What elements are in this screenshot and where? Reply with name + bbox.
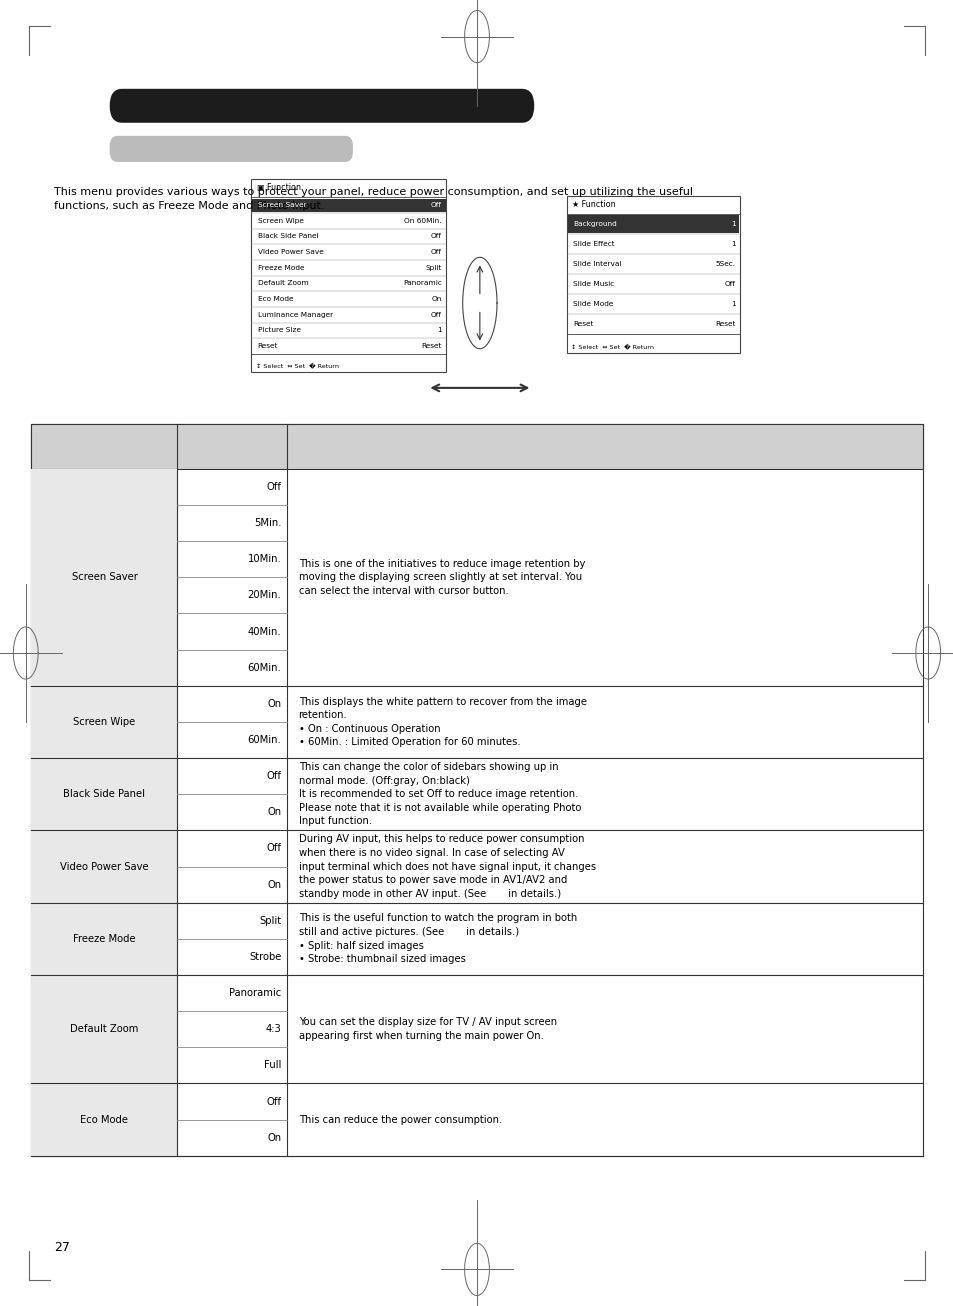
Text: Default Zoom: Default Zoom (257, 281, 308, 286)
Text: On 60Min.: On 60Min. (404, 218, 441, 223)
Bar (31, 757, 177, 831)
Text: Video Power Save: Video Power Save (257, 249, 323, 255)
Text: 1: 1 (730, 302, 735, 307)
Text: Luminance Manager: Luminance Manager (257, 312, 333, 317)
Text: Default Zoom: Default Zoom (71, 1024, 138, 1034)
Bar (31, 686, 177, 757)
Text: Video Power Save: Video Power Save (60, 862, 149, 871)
Text: This is the useful function to watch the program in both
still and active pictur: This is the useful function to watch the… (298, 913, 577, 964)
Text: Panoramic: Panoramic (229, 989, 281, 998)
Text: Screen Wipe: Screen Wipe (257, 218, 303, 223)
Text: Reset: Reset (257, 343, 277, 349)
Bar (31, 976, 177, 1084)
FancyBboxPatch shape (110, 136, 353, 162)
Text: You can set the display size for TV / AV input screen
appearing first when turni: You can set the display size for TV / AV… (298, 1017, 557, 1041)
Text: Off: Off (266, 482, 281, 492)
Bar (566, 196, 740, 353)
Bar (31, 831, 177, 902)
Text: On: On (267, 880, 281, 889)
Text: During AV input, this helps to reduce power consumption
when there is no video s: During AV input, this helps to reduce po… (298, 835, 595, 899)
Text: Background: Background (573, 221, 617, 227)
Bar (567, 215, 739, 232)
Text: On: On (431, 296, 441, 302)
FancyBboxPatch shape (110, 89, 534, 123)
Text: Screen Saver: Screen Saver (257, 202, 306, 208)
Text: Off: Off (266, 844, 281, 854)
Text: This can change the color of sidebars showing up in
normal mode. (Off:gray, On:b: This can change the color of sidebars sh… (298, 763, 580, 827)
Text: Reset: Reset (715, 321, 735, 328)
Text: Slide Interval: Slide Interval (573, 261, 621, 268)
Text: 1: 1 (436, 328, 441, 333)
Text: ↕ Select  ⇔ Set  � Return: ↕ Select ⇔ Set � Return (255, 363, 338, 370)
Bar (31, 469, 177, 686)
Text: 60Min.: 60Min. (248, 662, 281, 673)
Text: 5Min.: 5Min. (253, 518, 281, 528)
Text: Split: Split (259, 916, 281, 926)
Text: 20Min.: 20Min. (248, 590, 281, 601)
Text: This menu provides various ways to protect your panel, reduce power consumption,: This menu provides various ways to prote… (54, 187, 693, 212)
Text: 1: 1 (730, 242, 735, 247)
Text: Strobe: Strobe (249, 952, 281, 963)
Text: Off: Off (430, 234, 441, 239)
Text: 40Min.: 40Min. (248, 627, 281, 636)
Text: This can reduce the power consumption.: This can reduce the power consumption. (298, 1114, 501, 1124)
Bar (252, 199, 445, 212)
Text: Eco Mode: Eco Mode (80, 1114, 129, 1124)
Text: 60Min.: 60Min. (248, 735, 281, 744)
Text: 1: 1 (730, 221, 735, 227)
Text: This displays the white pattern to recover from the image
retention.
• On : Cont: This displays the white pattern to recov… (298, 696, 586, 747)
Text: Freeze Mode: Freeze Mode (257, 265, 304, 270)
Text: On: On (267, 1132, 281, 1143)
Text: Slide Music: Slide Music (573, 281, 614, 287)
Text: Off: Off (266, 1097, 281, 1106)
Text: Screen Wipe: Screen Wipe (73, 717, 135, 727)
Text: Off: Off (430, 312, 441, 317)
Text: Off: Off (723, 281, 735, 287)
Bar (31, 424, 922, 1156)
Text: Panoramic: Panoramic (402, 281, 441, 286)
Text: Black Side Panel: Black Side Panel (64, 789, 145, 799)
Text: 27: 27 (54, 1241, 71, 1254)
Text: ★ Function: ★ Function (572, 200, 616, 209)
Text: Screen Saver: Screen Saver (71, 572, 137, 582)
Text: On: On (267, 699, 281, 709)
Text: 10Min.: 10Min. (248, 554, 281, 564)
Text: Black Side Panel: Black Side Panel (257, 234, 318, 239)
Text: Eco Mode: Eco Mode (257, 296, 293, 302)
Text: On: On (267, 807, 281, 818)
Text: Off: Off (430, 202, 441, 208)
Text: Slide Mode: Slide Mode (573, 302, 613, 307)
Text: Off: Off (430, 249, 441, 255)
Bar (31, 1084, 177, 1156)
Text: 5Sec.: 5Sec. (715, 261, 735, 268)
Text: Reset: Reset (421, 343, 441, 349)
Text: Picture Size: Picture Size (257, 328, 300, 333)
Text: Freeze Mode: Freeze Mode (73, 934, 135, 944)
Text: This is one of the initiatives to reduce image retention by
moving the displayin: This is one of the initiatives to reduce… (298, 559, 584, 596)
Text: Full: Full (264, 1060, 281, 1071)
Text: Off: Off (266, 771, 281, 781)
Bar (31, 902, 177, 976)
Text: ↕ Select  ⇔ Set  � Return: ↕ Select ⇔ Set � Return (571, 343, 654, 350)
Bar (31, 424, 922, 469)
Text: Reset: Reset (573, 321, 593, 328)
Text: Slide Effect: Slide Effect (573, 242, 615, 247)
Text: 4:3: 4:3 (265, 1024, 281, 1034)
Text: ▣ Function: ▣ Function (256, 183, 300, 192)
Text: Split: Split (425, 265, 441, 270)
Bar (251, 179, 446, 372)
